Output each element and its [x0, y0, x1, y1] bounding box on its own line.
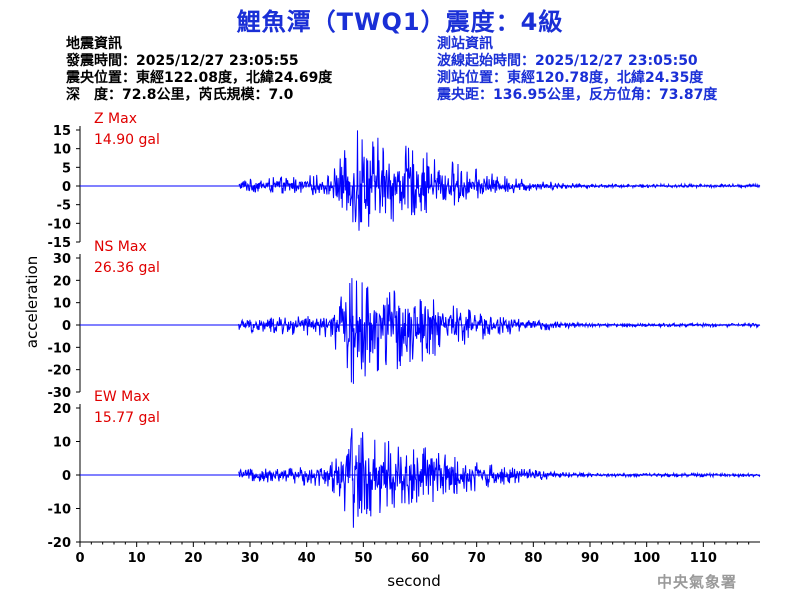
event-depth-magnitude: 深 度：72.8公里，芮氏規模：7.0: [66, 87, 294, 103]
max-value-z: 14.90 gal: [94, 132, 160, 148]
waveform-ns: [238, 278, 761, 384]
x-tick-label: 10: [128, 551, 146, 566]
max-label-ew: EW Max: [94, 389, 150, 405]
waveform-ew: [238, 428, 761, 528]
event-info-heading: 地震資訊: [66, 36, 122, 52]
y-tick-label-z: -10: [48, 217, 72, 232]
x-tick-label: 0: [75, 551, 84, 566]
x-tick-label: 90: [581, 551, 599, 566]
x-tick-label: 60: [411, 551, 429, 566]
x-tick-label: 80: [524, 551, 542, 566]
y-tick-label-ew: 20: [53, 402, 71, 417]
x-tick-label: 20: [184, 551, 202, 566]
event-time: 發震時間：2025/12/27 23:05:55: [66, 53, 299, 69]
y-tick-label-ns: -20: [48, 364, 72, 379]
x-tick-label: 40: [298, 551, 316, 566]
x-tick-label: 70: [468, 551, 486, 566]
event-info: 地震資訊 發震時間：2025/12/27 23:05:55 震央位置：東經122…: [66, 36, 332, 104]
y-tick-label-z: 5: [62, 161, 71, 176]
y-tick-label-ns: 20: [53, 274, 71, 289]
station-distance: 震央距：136.95公里，反方位角：73.87度: [437, 87, 718, 103]
y-tick-label-z: -15: [48, 236, 72, 251]
station-location: 測站位置：東經120.78度，北緯24.35度: [437, 70, 704, 86]
y-tick-label-ew: 0: [62, 469, 71, 484]
y-tick-label-ew: -20: [48, 536, 72, 551]
y-tick-label-ew: -10: [48, 503, 72, 518]
max-value-ew: 15.77 gal: [94, 410, 160, 426]
y-tick-label-ns: -30: [48, 386, 72, 401]
y-tick-label-z: 0: [62, 180, 71, 195]
x-tick-label: 30: [241, 551, 259, 566]
y-tick-label-ns: 0: [62, 319, 71, 334]
x-tick-label: 110: [690, 551, 717, 566]
max-label-ns: NS Max: [94, 239, 147, 255]
x-tick-label: 50: [354, 551, 372, 566]
y-tick-label-ns: 10: [53, 297, 71, 312]
y-tick-label-z: -5: [57, 199, 71, 214]
agency-footer: 中央氣象署: [657, 573, 738, 591]
station-info: 測站資訊 波線起始時間：2025/12/27 23:05:50 測站位置：東經1…: [437, 36, 717, 104]
y-tick-label-z: 15: [53, 124, 71, 139]
station-info-heading: 測站資訊: [437, 36, 493, 52]
y-tick-label-ns: 30: [53, 252, 71, 267]
y-tick-label-z: 10: [53, 143, 71, 158]
station-onset: 波線起始時間：2025/12/27 23:05:50: [437, 53, 698, 69]
event-epicenter: 震央位置：東經122.08度，北緯24.69度: [66, 70, 333, 86]
y-tick-label-ew: 10: [53, 436, 71, 451]
max-label-z: Z Max: [94, 111, 137, 127]
x-axis-label: second: [387, 572, 441, 590]
max-value-ns: 26.36 gal: [94, 260, 160, 276]
waveform-z: [238, 130, 761, 231]
x-tick-label: 100: [633, 551, 660, 566]
page-title: 鯉魚潭（TWQ1）震度：4級: [236, 8, 564, 36]
y-axis-label: acceleration: [23, 256, 41, 348]
y-tick-label-ns: -10: [48, 341, 72, 356]
